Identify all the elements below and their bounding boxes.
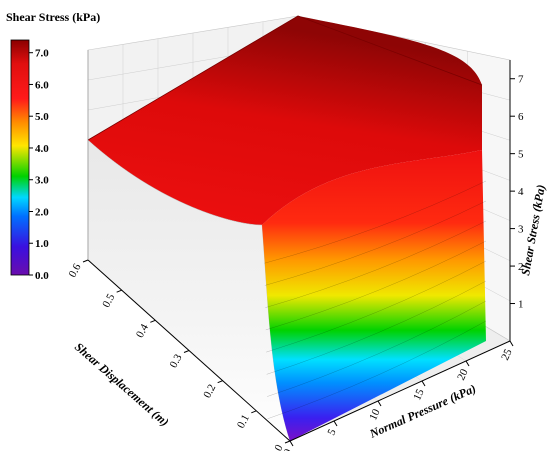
surface-top [88,16,482,226]
contour-line [264,180,487,264]
z-tick-label: 4 [518,186,524,198]
x-tick-label: 20 [455,367,471,382]
y-axis-title: Shear Displacement (m) [72,340,172,429]
x-tick-mark [289,440,294,447]
colorbar-tick-label: 0.0 [35,270,49,282]
z-tick-label: 5 [518,149,524,161]
surface-ridge [87,15,483,141]
x-tick-mark [333,420,338,427]
x-tick-mark [377,400,382,407]
y-tick-label: 0.5 [100,291,117,309]
x-axis-line [289,340,511,442]
y-tick-mark [116,289,122,293]
colorbar-tick-label: 3.0 [35,175,49,187]
y-tick-label: 0.3 [168,352,185,370]
contour-line [264,200,487,286]
y-tick-mark [251,410,257,414]
z-tick-label: 6 [518,111,524,123]
surface-contours [264,180,487,420]
z-tick-label: 7 [518,74,524,86]
colorbar-gradient [10,39,30,276]
x-tick-label: 10 [367,407,383,422]
stress-surface [87,15,486,442]
z-tick-label: 3 [518,224,524,236]
x-tick-mark [509,340,514,347]
colorbar-title: Shear Stress (kPa) [6,10,100,24]
x-tick-label: 15 [411,387,427,402]
y-tick-label: 0.6 [67,261,84,279]
colorbar-tick-label: 7.0 [35,48,49,60]
y-ticks: 0.0 0.1 0.2 0.3 0.4 0.5 0.6 [67,259,291,451]
contour-line [265,220,487,308]
y-tick-mark [183,350,190,353]
colorbar-legend: Shear Stress (kPa) 0.0 1.0 2.0 3.0 4.0 5.0 6.0… [6,10,100,282]
y-tick-mark [150,319,156,323]
contour-line [266,280,487,375]
colorbar-ticks: 0.0 1.0 2.0 3.0 4.0 5.0 6.0 7.0 [29,48,49,282]
colorbar-tick-label: 2.0 [35,206,49,218]
y-tick-label: 0.1 [235,413,252,431]
y-tick-label: 0.2 [201,382,218,400]
contour-line [267,300,487,397]
x-tick-mark [465,360,470,367]
x-tick-label: 25 [499,347,515,362]
y-tick-label: 0.4 [134,322,151,340]
colorbar-tick-label: 6.0 [35,79,49,91]
contour-line [265,240,487,331]
surface-front-face [262,150,486,441]
x-tick-label: 5 [326,427,339,438]
z-tick-label: 1 [518,299,524,311]
z-tick-label: 2 [518,261,524,273]
contour-line [266,260,487,353]
contour-line [267,320,487,420]
y-tick-mark [82,259,89,263]
y-tick-mark [284,440,291,444]
x-tick-mark [421,380,426,387]
colorbar-tick-label: 1.0 [35,238,49,250]
colorbar-tick-label: 4.0 [35,143,49,155]
y-tick-mark [217,380,223,384]
colorbar-tick-label: 5.0 [35,111,49,123]
x-ticks: 0510152025 [282,340,515,451]
z-ticks: 1 2 3 4 5 6 7 [510,74,524,311]
y-tick-label: 0.0 [269,442,286,451]
